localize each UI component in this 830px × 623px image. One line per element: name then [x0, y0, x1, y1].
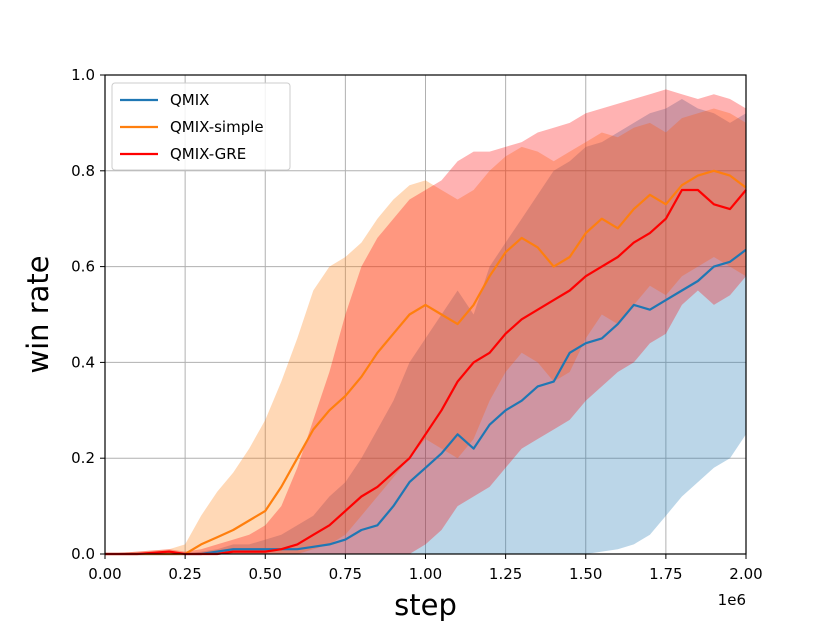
y-tick-label: 0.4 [71, 353, 95, 371]
y-tick-label: 0.6 [71, 258, 95, 276]
legend-label: QMIX [170, 91, 209, 109]
legend-label: QMIX-simple [170, 118, 264, 136]
legend-box [111, 82, 291, 171]
x-tick-label: 0.25 [168, 565, 201, 583]
x-tick-label: 1.25 [489, 565, 522, 583]
series-lines [105, 169, 747, 556]
confidence-bands [105, 89, 746, 555]
band-qmix [105, 99, 746, 554]
x-offset-label: 1e6 [718, 591, 746, 609]
y-tick-label: 0.0 [71, 545, 95, 563]
line-qmix [105, 248, 747, 556]
legend: QMIX QMIX-simple QMIX-GRE [111, 82, 291, 171]
x-axis-label: step [394, 588, 457, 622]
y-tick-label: 0.2 [71, 449, 95, 467]
x-tick-label: 0.75 [329, 565, 362, 583]
y-tick-label: 0.8 [71, 162, 95, 180]
legend-entries: QMIX QMIX-simple QMIX-GRE [120, 91, 264, 163]
y-tick-label: 1.0 [71, 66, 95, 84]
band-qmix-gre [105, 89, 746, 555]
x-tick-label: 2.00 [729, 565, 762, 583]
x-tick-label: 0.00 [88, 565, 121, 583]
x-tick-label: 0.50 [249, 565, 282, 583]
x-tick-label: 1.00 [409, 565, 442, 583]
legend-label: QMIX-GRE [170, 145, 246, 163]
band-qmix-simple [105, 108, 746, 554]
line-qmix-simple [105, 169, 747, 556]
axis-ticks: 0.00 0.25 0.50 0.75 1.00 1.25 1.50 1.75 2.00 0.0 0… [71, 66, 763, 583]
x-tick-label: 1.75 [649, 565, 682, 583]
line-qmix-gre [105, 188, 747, 556]
x-tick-label: 1.50 [569, 565, 602, 583]
y-axis-label: win rate [21, 255, 55, 373]
